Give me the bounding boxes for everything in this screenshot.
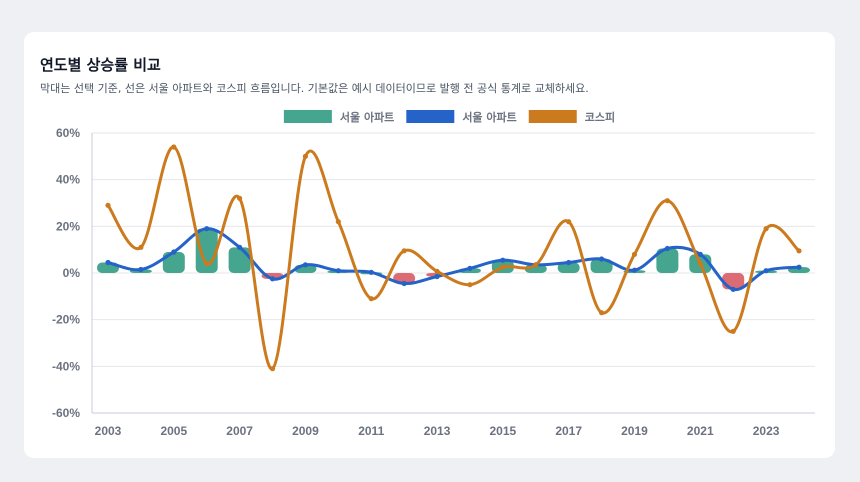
kospi-line [106,145,801,371]
bar [656,248,679,273]
kospi-point [237,195,243,201]
seoul-point [368,269,374,275]
x-tick-label: 2015 [490,424,517,438]
legend-label: 코스피 [585,110,615,124]
x-tick-label: 2007 [226,424,253,438]
chart-title: 연도별 상승률 비교 [40,56,161,74]
x-tick-label: 2023 [753,424,780,438]
x-tick-label: 2019 [621,424,648,438]
seoul-point [631,267,638,273]
seoul-point [335,268,341,274]
seoul-point [401,280,407,287]
kospi-point [566,219,572,225]
kospi-point [664,198,670,204]
kospi-point [269,366,276,372]
kospi-point [796,248,802,254]
y-tick-label: -60% [52,406,80,420]
x-tick-label: 2003 [95,424,122,438]
kospi-point [138,244,144,250]
y-tick-label: -40% [52,359,80,373]
bar [557,262,580,273]
kospi-point [302,153,309,159]
x-tick-label: 2021 [687,424,714,438]
line-series [106,145,801,371]
kospi-point [401,248,407,254]
y-tick-label: 60% [56,126,80,140]
x-tick-label: 2009 [292,424,319,438]
chart-card: 연도별 상승률 비교 막대는 선택 기준, 선은 서울 아파트와 코스피 흐름입… [24,32,835,458]
seoul-point [171,249,177,255]
y-tick-label: 40% [56,173,80,187]
y-tick-label: 0% [63,266,81,280]
x-tick-label: 2011 [358,424,384,438]
seoul-point [763,268,769,274]
x-tick-label: 2005 [160,424,187,438]
seoul-point [500,257,506,263]
kospi-point [335,219,341,225]
kospi-point [631,251,638,257]
kospi-point [171,144,177,150]
kospi-point [763,226,769,232]
legend-swatch [406,110,455,123]
chart-subtitle: 막대는 선택 기준, 선은 서울 아파트와 코스피 흐름입니다. 기본값은 예시… [40,82,589,95]
seoul-point [302,262,309,268]
kospi-point [434,268,440,274]
legend-label: 서울 아파트 [462,110,516,124]
seoul-point [566,259,572,266]
bar [162,252,185,273]
x-axis-ticks: 2003 2005 2007 2009 2011 2013 2015 2017 2019 2021… [95,424,780,438]
chart-grid [91,132,815,414]
kospi-point [467,282,473,288]
kospi-point [500,264,506,270]
bar [590,259,613,273]
x-tick-label: 2017 [555,424,582,438]
y-tick-label: -20% [52,313,80,327]
legend-label: 서울 아파트 [340,110,394,124]
seoul-line [106,227,801,291]
rate-comparison-chart: 서울 아파트 서울 아파트 코스피 60%40%20%0%-20%-40%-60% … [52,110,815,438]
kospi-point [598,310,605,316]
seoul-point [467,265,473,271]
kospi-point [533,262,539,268]
legend-swatch [528,110,577,123]
legend-swatch [283,110,332,123]
kospi-point [204,261,210,267]
seoul-point [434,273,440,280]
seoul-point [697,251,703,257]
seoul-point [237,244,243,250]
seoul-point [269,276,276,282]
y-axis-ticks: 60% 40% 20% 0% -20% -40% -60% [52,126,80,420]
kospi-point [730,328,736,334]
seoul-point [664,245,670,252]
y-tick-label: 20% [56,219,80,233]
chart-legend: 서울 아파트 서울 아파트 코스피 [283,110,615,124]
x-tick-label: 2013 [424,424,451,438]
seoul-point [138,266,144,273]
bar [195,228,218,273]
line-points [105,144,802,372]
seoul-point [598,256,605,262]
seoul-point [105,259,111,266]
kospi-point [697,261,703,267]
bar [393,273,416,284]
seoul-point [730,286,736,292]
bar [228,247,251,273]
seoul-point [796,264,802,270]
kospi-point [368,296,374,302]
seoul-point [204,226,210,232]
kospi-point [105,202,111,208]
